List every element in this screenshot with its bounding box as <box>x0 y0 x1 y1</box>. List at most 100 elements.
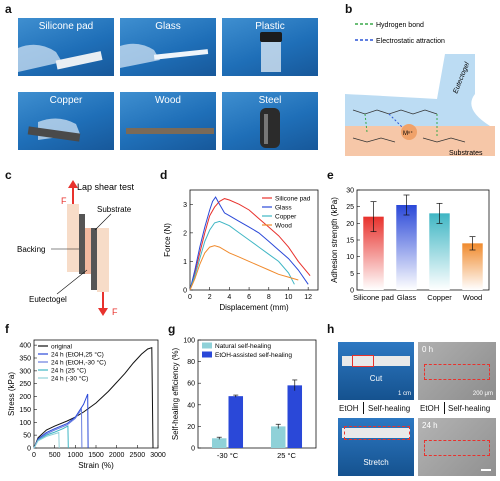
polymer-chain-icon <box>352 109 438 115</box>
legend-label: 24 h (25 °C) <box>51 367 86 375</box>
substrate-chain-icon <box>352 137 466 143</box>
substrates-label: Substrates <box>449 150 483 157</box>
photo-wood: Wood <box>120 92 216 150</box>
photo-caption: Plastic <box>255 21 285 32</box>
legend-swatch <box>202 351 212 358</box>
scale-bar-icon <box>481 469 491 471</box>
y-axis-label: Self-healing efficiency (%) <box>171 347 180 440</box>
bar-silicone-pad <box>363 216 384 290</box>
hand-sample-illustration <box>18 44 103 72</box>
y-axis-label: Stress (kPa) <box>7 372 16 416</box>
y-tick-label: 100 <box>19 420 31 427</box>
panel-letter-e: e <box>327 168 334 182</box>
series-line-glass <box>189 196 309 291</box>
y-tick-label: 200 <box>19 394 31 401</box>
time-24h-label: 24 h <box>422 421 438 430</box>
y-tick-label: 25 <box>346 204 354 211</box>
legend-label: 24 h (EtOH,25 °C) <box>51 351 104 359</box>
x-category-label: -30 °C <box>217 451 239 460</box>
cut-marker <box>352 355 374 367</box>
scale-200um-label: 200 μm <box>472 391 493 397</box>
legend-label: EtOH-assisted self-healing <box>215 352 292 359</box>
x-tick-label: 8 <box>267 294 271 301</box>
x-tick-label: 500 <box>49 452 61 459</box>
bar-etoh-assisted-self-healing <box>287 385 303 448</box>
photo-steel: Steel <box>222 92 318 150</box>
self-healing-label-right: Self-healing <box>448 404 491 413</box>
y-tick-label: 100 <box>183 338 195 345</box>
backing-layer <box>79 214 85 274</box>
wood-stick-illustration <box>126 128 214 134</box>
x-tick-label: 2500 <box>130 452 146 459</box>
force-arrow-up-head-icon <box>68 180 78 188</box>
x-category-label: Copper <box>427 293 452 302</box>
time-0h-label: 0 h <box>422 345 434 354</box>
y-tick-label: 80 <box>187 359 195 366</box>
y-tick-label: 400 <box>19 343 31 350</box>
panel-letter-f: f <box>5 322 9 336</box>
legend-label: 24 h (EtOH,-30 °C) <box>51 359 106 367</box>
photo-caption: Copper <box>49 95 83 106</box>
series-line-24-h-etoh-30-c- <box>33 407 83 449</box>
x-category-label: 25 °C <box>277 451 296 460</box>
y-tick-label: 30 <box>346 188 354 195</box>
backing-strip <box>67 204 79 272</box>
series-line-copper <box>189 220 295 291</box>
series-line-original <box>33 347 154 449</box>
substrate-layer <box>91 228 97 290</box>
x-tick-label: 0 <box>32 452 36 459</box>
legend-swatch <box>202 342 212 349</box>
plot-frame <box>197 339 317 449</box>
legend-label: original <box>51 344 73 351</box>
stress-strain-chart: 0 50 100 150 200 250 300 350 400 0 500 1000 1500 2000… <box>7 339 166 470</box>
bar-copper <box>429 213 450 290</box>
y-tick-label: 3 <box>183 202 187 209</box>
substrate-strip <box>97 228 109 292</box>
adhesion-strength-chart: 0 5 10 15 20 25 30 Adhesion strength (kPa) Silic… <box>330 188 490 302</box>
electrostatic-bond-icon <box>388 113 404 129</box>
electrostatic-legend-label: Electrostatic attraction <box>376 38 445 45</box>
copper-illustration <box>27 118 81 142</box>
x-tick-label: 6 <box>247 294 251 301</box>
x-tick-label: 1500 <box>88 452 104 459</box>
bar-wood <box>462 243 483 290</box>
x-tick-label: 0 <box>188 294 192 301</box>
panel-letter-d: d <box>160 168 168 182</box>
y-tick-label: 2 <box>183 230 187 237</box>
y-tick-label: 0 <box>191 446 195 453</box>
series-line-24-h-30-c- <box>33 431 60 449</box>
photo-caption: Steel <box>258 95 282 106</box>
panel-letter-c: c <box>5 168 12 182</box>
ruler-icon <box>342 356 410 366</box>
x-tick-label: 12 <box>304 294 312 301</box>
lap-shear-schematic: Lap shear test F Backing Substrate Eutec… <box>17 180 135 317</box>
legend-label: Copper <box>275 214 297 221</box>
arrow-down-right-icon <box>444 402 445 414</box>
eutectogel-layer <box>85 228 91 274</box>
panel-letter-a: a <box>5 2 12 16</box>
x-tick-label: 2 <box>208 294 212 301</box>
photo-copper: Copper <box>18 92 114 150</box>
x-tick-label: 2000 <box>109 452 125 459</box>
y-tick-label: 40 <box>187 402 195 409</box>
plot-frame <box>189 189 319 291</box>
y-tick-label: 5 <box>350 271 354 278</box>
crack-region-marker <box>424 364 490 380</box>
y-tick-label: 0 <box>350 288 354 295</box>
ruler-icon <box>342 428 410 438</box>
photo-caption: Glass <box>155 21 181 32</box>
scale-1cm-label: 1 cm <box>397 391 411 397</box>
legend-label: 24 h (-30 °C) <box>51 375 88 383</box>
x-tick-label: 4 <box>227 294 231 301</box>
bar-natural-self-healing <box>270 426 286 448</box>
x-category-label: Silicone pad <box>353 293 394 302</box>
x-tick-label: 3000 <box>150 452 166 459</box>
photo-silicone-pad: Silicone pad <box>18 18 114 76</box>
self-healing-label-left: Self-healing <box>368 404 411 413</box>
hydrogen-bond-icon <box>364 113 368 133</box>
micrograph-24h: 24 h <box>418 418 496 476</box>
y-tick-label: 0 <box>27 446 31 453</box>
metal-ion-label: Mⁿ⁺ <box>403 130 413 137</box>
